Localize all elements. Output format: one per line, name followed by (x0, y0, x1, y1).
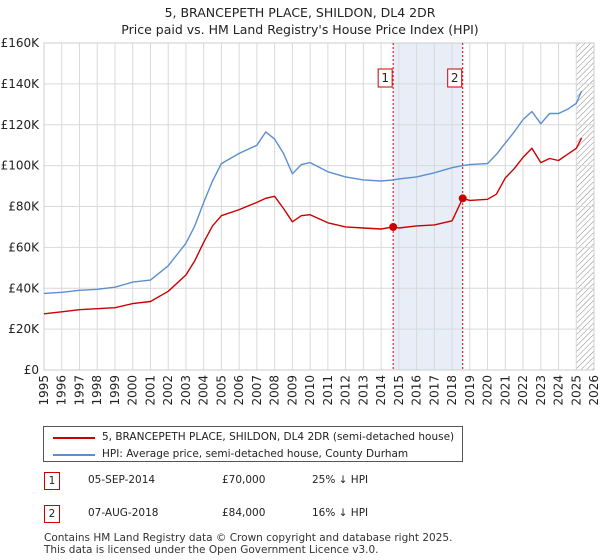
x-tick-label: 2018 (445, 375, 459, 406)
sale-hpi-diff: 25% ↓ HPI (312, 474, 369, 486)
legend-label-hpi: HPI: Average price, semi-detached house,… (102, 448, 409, 460)
y-tick-label: £20K (8, 322, 40, 336)
y-tick-label: £80K (8, 200, 40, 214)
x-tick-label: 2009 (285, 375, 299, 406)
x-tick-label: 2010 (303, 375, 317, 406)
footer-licence: This data is licensed under the Open Gov… (44, 544, 379, 556)
sale-price: £70,000 (222, 474, 266, 486)
sale-hpi-diff: 16% ↓ HPI (312, 507, 369, 519)
x-tick-label: 2002 (161, 375, 175, 406)
x-tick-label: 1997 (72, 375, 86, 406)
x-tick-label: 2014 (374, 375, 388, 406)
x-tick-label: 2017 (427, 375, 441, 406)
x-tick-label: 2024 (552, 375, 566, 406)
x-tick-label: 2019 (463, 375, 477, 406)
y-tick-label: £140K (1, 77, 41, 91)
footer-copyright: Contains HM Land Registry data © Crown c… (44, 532, 453, 544)
x-tick-label: 2016 (410, 375, 424, 406)
series-line-hpi (43, 90, 583, 295)
legend-swatch-property (53, 437, 95, 439)
y-tick-label: £60K (8, 240, 40, 254)
series-line-property (43, 137, 583, 315)
footer: Contains HM Land Registry data © Crown c… (44, 532, 452, 556)
sale-row: 1 05-SEP-2014 £70,000 25% ↓ HPI (0, 472, 600, 492)
y-tick-label: £120K (1, 118, 41, 132)
x-tick-label: 2012 (339, 375, 353, 406)
x-tick-label: 1998 (90, 375, 104, 406)
x-tick-label: 2011 (321, 375, 335, 406)
sale-date: 05-SEP-2014 (88, 474, 156, 486)
sale-marker-box (447, 68, 463, 88)
sale-point (458, 194, 467, 203)
x-tick-label: 2007 (250, 375, 264, 406)
sale-marker-badge: 1 (44, 472, 60, 490)
x-tick-label: 2013 (356, 375, 370, 406)
x-tick-label: 1996 (55, 375, 69, 406)
x-tick-label: 2004 (197, 375, 211, 406)
y-tick-label: £40K (8, 281, 40, 295)
sale-price: £84,000 (222, 507, 266, 519)
sale-marker-label: 2 (451, 71, 459, 85)
x-tick-label: 2003 (179, 375, 193, 406)
y-tick-label: £160K (1, 36, 41, 50)
legend: 5, BRANCEPETH PLACE, SHILDON, DL4 2DR (s… (43, 426, 463, 462)
x-tick-label: 2006 (232, 375, 246, 406)
x-tick-label: 1999 (108, 375, 122, 406)
sale-marker-label: 1 (381, 71, 389, 85)
sale-date: 07-AUG-2018 (88, 507, 159, 519)
x-tick-label: 2021 (498, 375, 512, 406)
plot-frame (43, 42, 595, 371)
chart-subtitle: Price paid vs. HM Land Registry's House … (121, 22, 478, 37)
x-tick-label: 2008 (268, 375, 282, 406)
x-tick-label: 2001 (143, 375, 157, 406)
x-tick-label: 2020 (481, 375, 495, 406)
sale-point (389, 222, 398, 231)
legend-swatch-hpi (53, 454, 95, 456)
y-tick-label: £100K (1, 159, 41, 173)
x-tick-label: 2000 (126, 375, 140, 406)
sale-marker-badge: 2 (44, 505, 60, 523)
x-tick-label: 2023 (534, 375, 548, 406)
sale-marker-box (377, 68, 393, 88)
chart-title: 5, BRANCEPETH PLACE, SHILDON, DL4 2DR (165, 5, 436, 20)
x-tick-label: 2022 (516, 375, 530, 406)
sale-row: 2 07-AUG-2018 £84,000 16% ↓ HPI (0, 505, 600, 525)
x-tick-label: 2015 (392, 375, 406, 406)
x-tick-label: 1995 (37, 375, 51, 406)
x-tick-label: 2026 (587, 375, 600, 406)
y-tick-label: £0 (24, 363, 39, 377)
legend-label-property: 5, BRANCEPETH PLACE, SHILDON, DL4 2DR (s… (102, 431, 455, 443)
x-tick-label: 2025 (569, 375, 583, 406)
x-tick-label: 2005 (214, 375, 228, 406)
